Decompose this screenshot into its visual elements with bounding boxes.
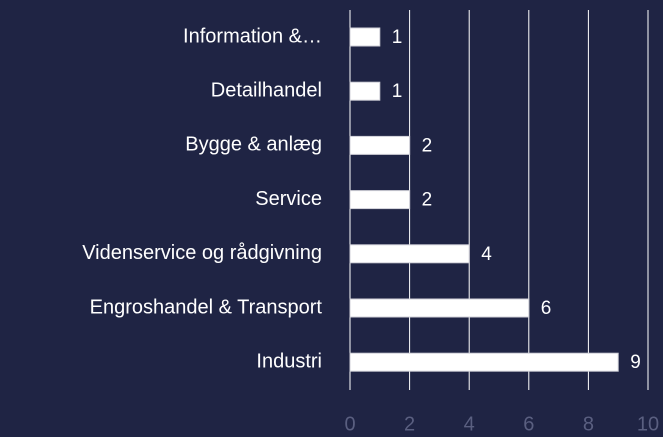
x-tick-label: 2: [404, 413, 415, 435]
bar: [349, 190, 411, 210]
bar: [349, 27, 381, 47]
x-tick-label: 6: [523, 413, 534, 435]
bar: [349, 298, 530, 318]
y-tick-label: Videnservice og rådgivning: [82, 242, 322, 264]
value-label: 1: [392, 27, 403, 48]
x-tick-label: 4: [464, 413, 475, 435]
value-label: 2: [422, 190, 433, 211]
value-label: 1: [392, 81, 403, 102]
value-label: 9: [630, 352, 641, 373]
value-label: 6: [541, 298, 552, 319]
y-tick-label: Engroshandel & Transport: [90, 296, 323, 318]
value-label: 4: [481, 244, 492, 265]
y-tick-label: Industri: [256, 350, 322, 372]
bar: [349, 352, 619, 372]
x-tick-label: 10: [637, 413, 659, 435]
bar: [349, 81, 381, 101]
bar: [349, 244, 470, 264]
y-tick-label: Information &…: [183, 25, 322, 47]
y-tick-label: Service: [255, 188, 322, 210]
x-tick-label: 0: [344, 413, 355, 435]
bar: [349, 135, 411, 155]
value-label: 2: [422, 135, 433, 156]
y-tick-label: Bygge & anlæg: [185, 134, 322, 156]
y-tick-label: Detailhandel: [211, 79, 322, 101]
x-tick-label: 8: [583, 413, 594, 435]
